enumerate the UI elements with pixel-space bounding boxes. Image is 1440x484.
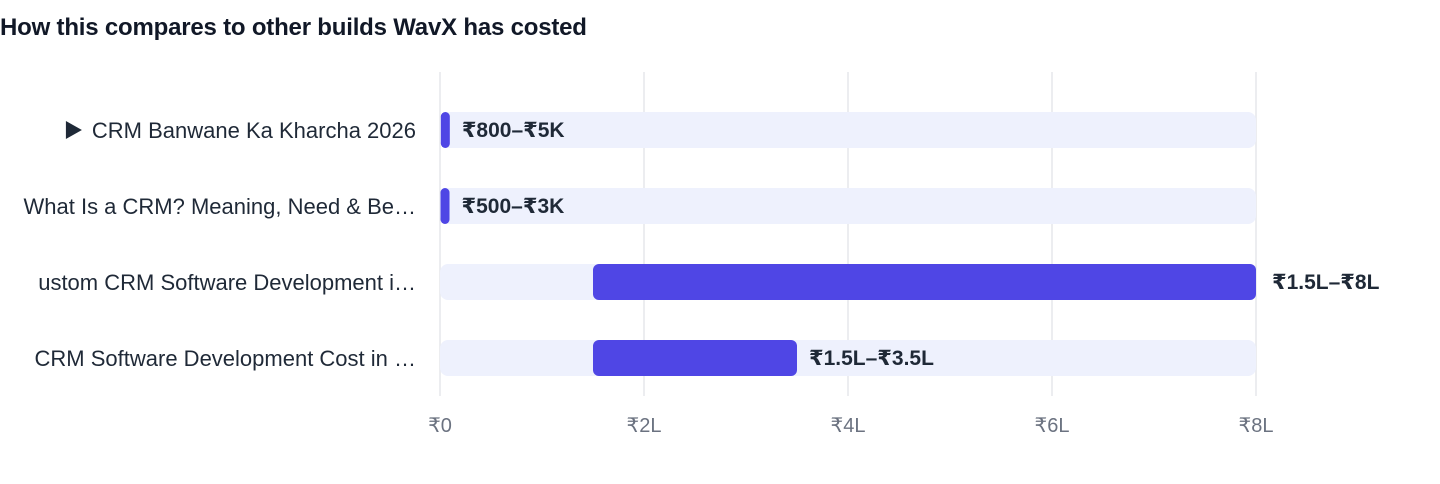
range-bar [440, 112, 450, 148]
row-labels: CRM Banwane Ka Kharcha 2026 What Is a CRM… [24, 118, 417, 371]
x-tick-label: ₹0 [428, 415, 452, 437]
row-label: ustom CRM Software Development i… [38, 270, 416, 295]
value-label: ₹800–₹5K [462, 119, 565, 142]
row-label: CRM Banwane Ka Kharcha 2026 [92, 118, 416, 143]
x-tick-label: ₹6L [1035, 415, 1070, 437]
row-label: CRM Software Development Cost in … [35, 346, 416, 371]
active-row-marker-icon [65, 121, 82, 139]
row-label: What Is a CRM? Meaning, Need & Be… [24, 194, 417, 219]
range-bars [440, 112, 1256, 376]
x-axis-ticks: ₹0 ₹2L ₹4L ₹6L ₹8L [428, 415, 1273, 437]
value-label: ₹1.5L–₹8L [1272, 271, 1380, 294]
range-bar [440, 188, 450, 224]
x-tick-label: ₹8L [1239, 415, 1274, 437]
bar-track [440, 188, 1256, 224]
range-bar [593, 340, 797, 376]
value-label: ₹1.5L–₹3.5L [809, 347, 934, 370]
value-labels: ₹800–₹5K ₹500–₹3K ₹1.5L–₹8L ₹1.5L–₹3.5L [462, 119, 1380, 370]
x-tick-label: ₹2L [627, 415, 662, 437]
chart-title: How this compares to other builds WavX h… [0, 14, 587, 41]
bar-track [440, 112, 1256, 148]
x-tick-label: ₹4L [831, 415, 866, 437]
value-label: ₹500–₹3K [462, 195, 565, 218]
range-bar [593, 264, 1256, 300]
